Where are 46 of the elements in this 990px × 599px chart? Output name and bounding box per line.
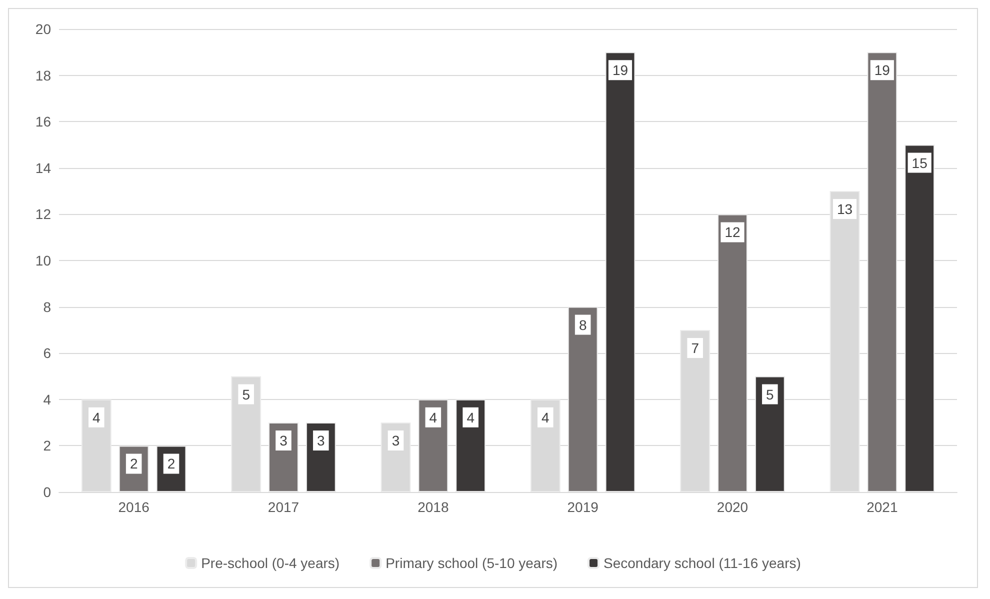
data-label: 7 bbox=[691, 340, 700, 356]
bar bbox=[718, 214, 748, 492]
data-label: 2 bbox=[130, 456, 138, 472]
y-tick-label: 10 bbox=[35, 252, 52, 268]
y-tick-label: 12 bbox=[35, 206, 52, 222]
data-label: 5 bbox=[766, 386, 774, 402]
data-label: 15 bbox=[912, 154, 928, 171]
legend-label: Pre-school (0-4 years) bbox=[201, 555, 340, 571]
x-tick-label: 2019 bbox=[567, 499, 599, 515]
data-label: 4 bbox=[92, 409, 101, 426]
y-tick-label: 18 bbox=[35, 67, 52, 84]
y-tick-label: 8 bbox=[43, 298, 52, 315]
data-label: 19 bbox=[874, 62, 890, 78]
data-label: 3 bbox=[317, 432, 326, 449]
data-label: 4 bbox=[429, 409, 438, 426]
bar bbox=[867, 52, 898, 492]
data-label: 3 bbox=[280, 432, 288, 449]
data-label: 5 bbox=[242, 386, 250, 402]
data-label: 12 bbox=[724, 224, 740, 240]
data-label: 3 bbox=[392, 432, 400, 449]
x-tick-label: 2016 bbox=[118, 499, 150, 515]
x-tick-label: 2021 bbox=[866, 499, 898, 515]
data-label: 4 bbox=[466, 409, 475, 426]
bar bbox=[418, 399, 448, 492]
bar bbox=[904, 144, 935, 492]
y-tick-label: 0 bbox=[43, 484, 52, 500]
bar bbox=[568, 306, 598, 492]
data-label: 2 bbox=[167, 456, 176, 472]
y-tick-label: 2 bbox=[43, 438, 52, 454]
y-tick-label: 14 bbox=[35, 160, 52, 176]
data-label: 13 bbox=[836, 201, 853, 218]
x-tick-label: 2017 bbox=[268, 499, 300, 515]
data-label: 19 bbox=[612, 62, 628, 78]
bar bbox=[605, 52, 636, 492]
bar bbox=[456, 399, 486, 492]
y-tick-label: 6 bbox=[43, 345, 52, 362]
y-tick-label: 16 bbox=[35, 114, 52, 130]
legend-label: Secondary school (11-16 years) bbox=[604, 555, 801, 571]
bar bbox=[754, 376, 785, 492]
data-label: 4 bbox=[542, 409, 550, 426]
x-tick-label: 2018 bbox=[418, 499, 449, 515]
x-tick-label: 2020 bbox=[716, 499, 748, 515]
y-tick-label: 20 bbox=[35, 21, 52, 37]
data-label: 8 bbox=[578, 316, 587, 333]
legend-label: Primary school (5-10 years) bbox=[386, 555, 558, 571]
y-tick-label: 4 bbox=[43, 391, 52, 408]
